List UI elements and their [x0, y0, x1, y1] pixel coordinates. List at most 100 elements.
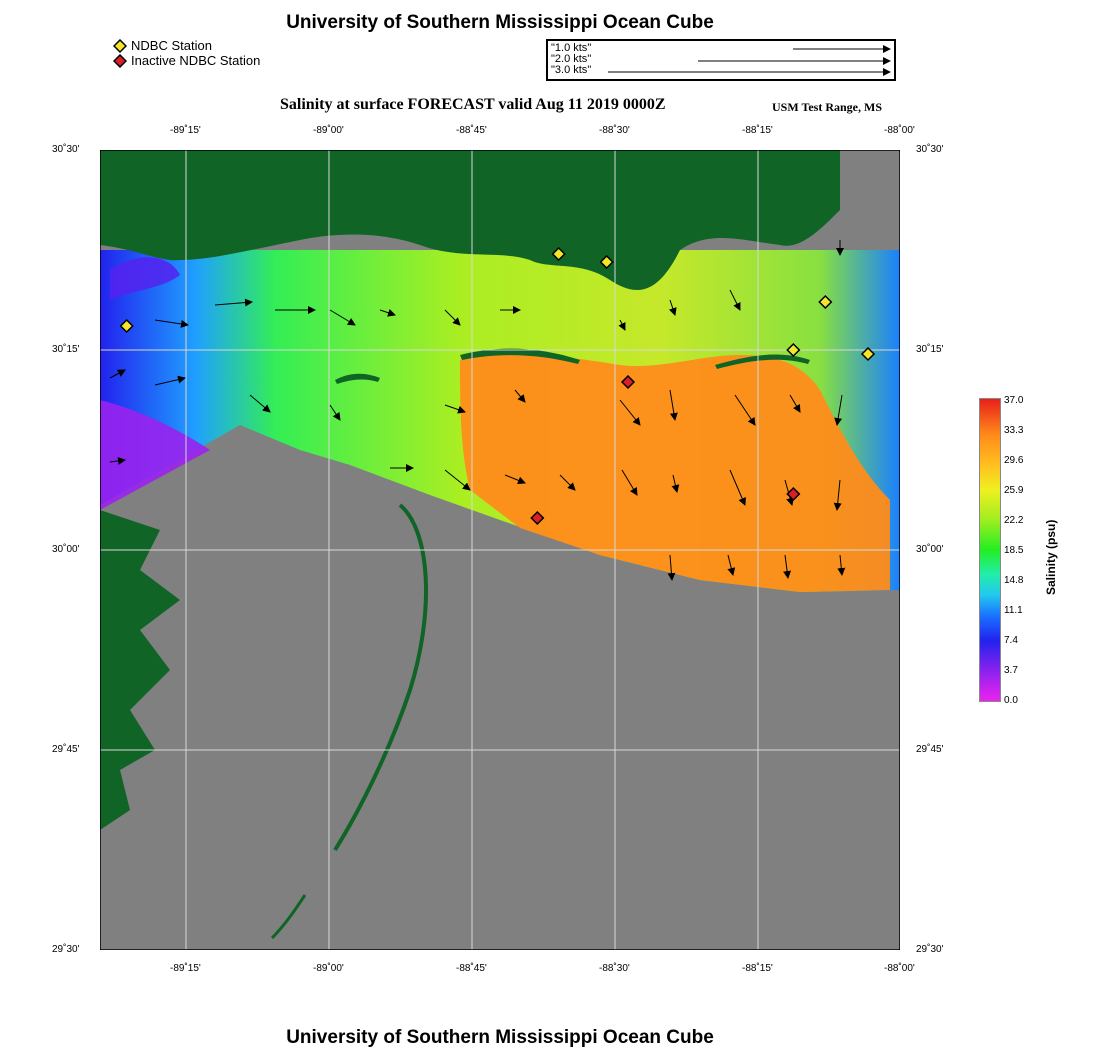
range-name: USM Test Range, MS [772, 100, 883, 114]
current-arrow [559, 474, 576, 491]
x-tick-label: -88˚30' [599, 125, 630, 136]
x-tick-label: -89˚00' [313, 963, 344, 974]
x-tick-label: -89˚15' [170, 125, 201, 136]
current-arrow [783, 554, 792, 579]
x-tick-label: -88˚45' [456, 125, 487, 136]
current-arrow [249, 394, 271, 413]
current-arrow [621, 469, 638, 496]
current-arrow [667, 554, 676, 581]
active-ndbc-station-marker[interactable] [599, 254, 614, 270]
inactive-ndbc-station-marker[interactable] [530, 510, 545, 526]
current-arrow [214, 298, 253, 307]
y-tick-label: 30˚30' [52, 144, 80, 155]
land-north [100, 150, 840, 290]
colorbar-tick-label: 3.7 [1004, 665, 1018, 676]
vector-label-2: "2.0 kts" [551, 53, 592, 65]
barrier-island [335, 373, 380, 384]
legend-item-active-station: NDBC Station [113, 38, 260, 53]
map-subtitle: Salinity at surface FORECAST valid Aug 1… [280, 96, 666, 113]
colorbar-tick-label: 0.0 [1004, 695, 1018, 706]
current-arrow [729, 289, 741, 311]
yellow-diamond-icon [113, 38, 127, 53]
high-salinity-zone [460, 354, 890, 592]
y-tick-label: 30˚00' [52, 544, 80, 555]
vector-label-3: "3.0 kts" [551, 64, 592, 76]
colorbar-tick-label: 29.6 [1004, 455, 1024, 466]
current-arrow [727, 554, 736, 576]
colorbar-tick-label: 18.5 [1004, 545, 1024, 556]
salinity-map[interactable] [100, 150, 900, 950]
red-diamond-icon [113, 53, 127, 68]
map-footer-title: University of Southern Mississippi Ocean… [286, 1027, 714, 1048]
active-ndbc-station-marker[interactable] [786, 342, 801, 358]
current-arrow [668, 299, 677, 316]
current-arrow [833, 479, 842, 511]
x-tick-label: -88˚45' [456, 963, 487, 974]
colorbar-title: Salinity (psu) [1044, 519, 1058, 595]
map-title: University of Southern Mississippi Ocean… [286, 12, 714, 33]
colorbar-tick-label: 11.1 [1004, 605, 1023, 616]
legend-item-inactive-station: Inactive NDBC Station [113, 53, 260, 68]
map-gridlines [100, 150, 900, 950]
y-tick-label: 29˚45' [916, 744, 944, 755]
freshwater-plume-bay [110, 257, 180, 300]
active-ndbc-station-marker[interactable] [860, 346, 876, 362]
x-tick-label: -88˚30' [599, 963, 630, 974]
current-arrow [444, 469, 471, 491]
current-arrow [444, 404, 466, 414]
current-arrow [618, 319, 626, 331]
y-tick-label: 30˚00' [916, 544, 944, 555]
x-tick-label: -89˚15' [170, 963, 201, 974]
current-arrow [154, 375, 186, 386]
y-tick-label: 30˚15' [52, 344, 80, 355]
chandeleur-islands [270, 894, 307, 940]
colorbar [979, 398, 1001, 702]
current-arrow [379, 308, 396, 317]
colorbar-tick-label: 33.3 [1004, 425, 1024, 436]
current-arrow [329, 404, 341, 421]
inactive-ndbc-station-marker[interactable] [786, 486, 801, 502]
y-tick-label: 29˚30' [916, 944, 944, 955]
colorbar-tick-label: 37.0 [1004, 395, 1024, 406]
y-tick-label: 30˚15' [916, 344, 944, 355]
current-arrow [789, 394, 801, 413]
current-arrow [834, 394, 843, 426]
current-arrow [671, 474, 680, 493]
current-arrow [729, 469, 746, 506]
current-arrow [504, 474, 526, 485]
freshwater-plume-west [100, 400, 210, 510]
current-arrow [669, 389, 678, 421]
current-arrow [109, 456, 126, 465]
station-markers [119, 246, 876, 526]
current-arrow [514, 389, 526, 403]
x-tick-label: -89˚00' [313, 125, 344, 136]
x-tick-label: -88˚00' [884, 125, 915, 136]
vector-scale-arrows [608, 45, 891, 76]
station-legend: NDBC Station Inactive NDBC Station [113, 38, 260, 68]
active-ndbc-station-marker[interactable] [119, 318, 134, 334]
x-tick-label: -88˚15' [742, 125, 773, 136]
current-arrow [837, 554, 846, 576]
chandeleur-islands [333, 503, 428, 852]
current-arrow [619, 399, 641, 426]
legend-label: Inactive NDBC Station [131, 53, 261, 68]
current-vectors [109, 240, 846, 581]
x-tick-label: -88˚15' [742, 963, 773, 974]
current-arrow [444, 309, 461, 326]
colorbar-tick-label: 7.4 [1004, 635, 1018, 646]
colorbar-tick-label: 14.8 [1004, 575, 1024, 586]
legend-label: NDBC Station [131, 38, 212, 53]
current-arrow [734, 394, 756, 426]
active-ndbc-station-marker[interactable] [551, 246, 566, 262]
y-tick-label: 29˚30' [52, 944, 80, 955]
vector-label-1: "1.0 kts" [551, 42, 592, 54]
barrier-island [715, 354, 810, 369]
current-arrow [109, 369, 126, 379]
barrier-island [460, 348, 580, 364]
x-tick-label: -88˚00' [884, 963, 915, 974]
current-arrow [329, 309, 356, 326]
inactive-ndbc-station-marker[interactable] [620, 374, 636, 390]
current-arrow [154, 319, 189, 328]
colorbar-tick-label: 22.2 [1004, 515, 1024, 526]
active-ndbc-station-marker[interactable] [818, 294, 833, 310]
